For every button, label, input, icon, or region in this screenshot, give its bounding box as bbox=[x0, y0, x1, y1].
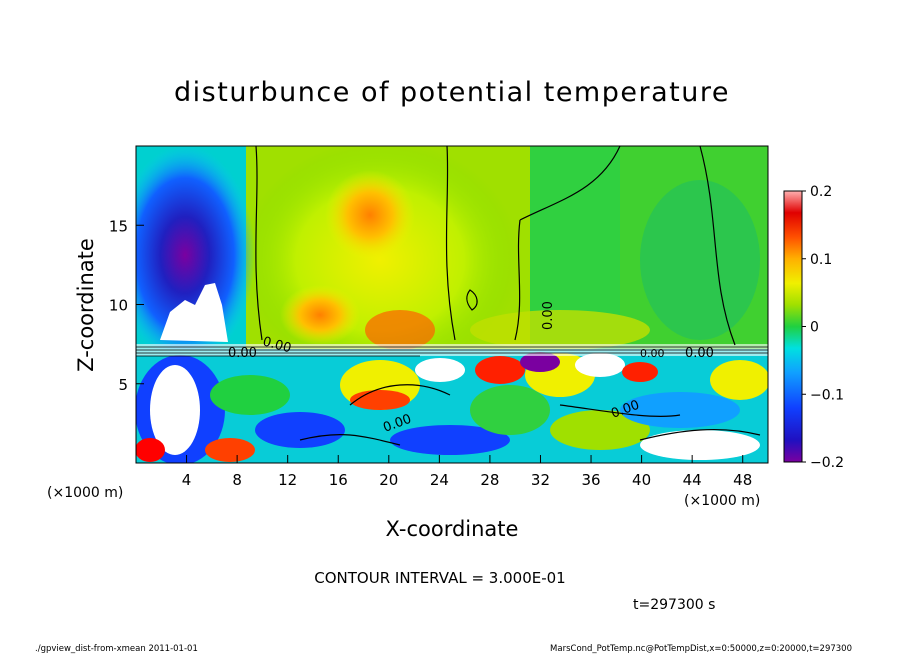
y-tick-label: 10 bbox=[109, 297, 128, 315]
colorbar bbox=[783, 190, 803, 463]
y-axis: 5 10 15 bbox=[109, 217, 144, 394]
y-axis-label: Z-coordinate bbox=[74, 238, 98, 372]
x-axis: 4 8 12 16 20 24 28 32 36 40 44 48 bbox=[182, 455, 752, 489]
x-tick-label: 4 bbox=[182, 471, 192, 489]
chart-title: disturbunce of potential temperature bbox=[174, 77, 730, 108]
colorbar-tick-label: −0.2 bbox=[810, 455, 844, 471]
x-unit-label: (×1000 m) bbox=[684, 493, 760, 509]
x-tick-label: 44 bbox=[683, 471, 702, 489]
y-tick-label: 15 bbox=[109, 217, 128, 235]
y-unit-label: (×1000 m) bbox=[47, 485, 123, 501]
contour-label: 0.00 bbox=[541, 301, 556, 330]
x-tick-label: 28 bbox=[480, 471, 499, 489]
contour-label: 0.00 bbox=[228, 346, 257, 361]
x-tick-label: 12 bbox=[278, 471, 297, 489]
contour-interval-text: CONTOUR INTERVAL = 3.000E-01 bbox=[314, 569, 565, 587]
x-tick-label: 36 bbox=[581, 471, 600, 489]
colorbar-tick-label: 0.1 bbox=[810, 252, 832, 268]
x-tick-label: 8 bbox=[232, 471, 242, 489]
contour-label: 0.00 bbox=[685, 346, 714, 361]
x-axis-label: X-coordinate bbox=[386, 517, 519, 541]
footer-left: ./gpview_dist-from-xmean 2011-01-01 bbox=[35, 644, 198, 654]
time-label: t=297300 s bbox=[633, 597, 715, 613]
colorbar-ticks: −0.2 −0.1 0 0.1 0.2 bbox=[802, 184, 844, 471]
contour-label: 0.00 bbox=[261, 334, 293, 356]
x-tick-label: 48 bbox=[733, 471, 752, 489]
colorbar-tick-label: 0.2 bbox=[810, 184, 832, 200]
x-tick-label: 32 bbox=[531, 471, 550, 489]
x-tick-label: 24 bbox=[430, 471, 449, 489]
colorbar-tick-label: 0 bbox=[810, 320, 819, 336]
footer-right: MarsCond_PotTemp.nc@PotTempDist,x=0:5000… bbox=[550, 644, 852, 654]
x-tick-label: 16 bbox=[329, 471, 348, 489]
colorbar-tick-label: −0.1 bbox=[810, 387, 844, 403]
heatmap-field bbox=[136, 146, 768, 463]
x-tick-label: 20 bbox=[379, 471, 398, 489]
x-tick-label: 40 bbox=[632, 471, 651, 489]
y-tick-label: 5 bbox=[118, 376, 128, 394]
contour-label: 0.00 bbox=[640, 347, 665, 360]
contour-lines bbox=[255, 146, 761, 446]
